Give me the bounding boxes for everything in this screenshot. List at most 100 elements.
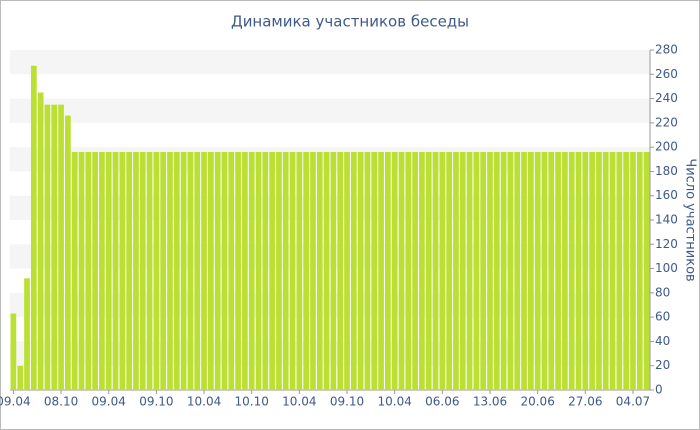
bar xyxy=(487,152,493,390)
bar xyxy=(187,152,194,390)
x-tick-label: 20.06 xyxy=(520,395,554,409)
bar xyxy=(235,152,241,390)
bar xyxy=(153,152,160,390)
bar xyxy=(330,152,337,390)
y-tick-label: 240 xyxy=(655,91,678,105)
bar xyxy=(269,152,275,390)
y-tick-label: 140 xyxy=(655,213,678,227)
bar xyxy=(133,152,139,390)
bar xyxy=(323,152,330,390)
bar xyxy=(173,152,180,390)
bar xyxy=(378,152,384,390)
grid-band xyxy=(10,98,650,123)
y-tick-label: 260 xyxy=(655,67,678,81)
y-tick-label: 180 xyxy=(655,164,678,178)
y-tick-label: 280 xyxy=(655,43,678,57)
x-tick-label: 10.04 xyxy=(378,395,412,409)
chart-title: Динамика участников беседы xyxy=(231,13,469,31)
bar xyxy=(514,152,521,390)
bar xyxy=(562,152,568,390)
x-tick-label: 10.04 xyxy=(187,395,221,409)
bar xyxy=(534,152,541,390)
bar xyxy=(473,152,480,390)
bar xyxy=(582,152,589,390)
bar xyxy=(555,152,561,390)
x-tick-label: 08.10 xyxy=(44,395,78,409)
x-tick-label: 10.10 xyxy=(235,395,269,409)
x-tick-label: 09.04 xyxy=(0,395,31,409)
bar xyxy=(316,152,323,390)
bar xyxy=(568,152,575,390)
bar xyxy=(609,152,616,390)
bar xyxy=(548,152,555,390)
bar xyxy=(425,152,432,390)
bar xyxy=(85,152,92,390)
y-tick-label: 220 xyxy=(655,115,678,129)
bar xyxy=(51,104,58,391)
bar xyxy=(160,152,167,390)
bar xyxy=(194,152,201,390)
x-tick-label: 10.04 xyxy=(282,395,316,409)
bar xyxy=(242,152,248,390)
bar xyxy=(350,152,357,390)
bar xyxy=(255,152,262,390)
y-tick-label: 80 xyxy=(655,285,670,299)
bar xyxy=(364,152,371,390)
bar xyxy=(602,152,609,390)
bar xyxy=(616,152,623,390)
bar xyxy=(167,152,173,390)
bar xyxy=(78,152,85,390)
bar xyxy=(630,152,636,390)
y-tick-label: 120 xyxy=(655,237,678,251)
bar xyxy=(126,152,133,390)
bar xyxy=(282,152,289,390)
x-tick-label: 09.10 xyxy=(330,395,364,409)
bar xyxy=(262,152,269,390)
bar xyxy=(398,152,405,390)
bar xyxy=(575,152,582,390)
bar xyxy=(527,152,534,390)
bar xyxy=(119,152,126,390)
x-tick-label: 04.07 xyxy=(616,395,650,409)
bar xyxy=(289,152,296,390)
bar xyxy=(480,152,487,390)
bar xyxy=(65,115,71,391)
bar xyxy=(58,104,64,391)
bar xyxy=(10,313,17,390)
bar xyxy=(221,152,228,390)
x-tick-label: 09.04 xyxy=(92,395,126,409)
bar xyxy=(92,152,98,390)
bar xyxy=(521,152,527,390)
y-tick-label: 200 xyxy=(655,140,678,154)
bar xyxy=(30,65,37,391)
bar xyxy=(459,152,466,390)
bar xyxy=(139,152,146,390)
y-tick-label: 100 xyxy=(655,261,678,275)
bar xyxy=(214,152,221,390)
bar xyxy=(201,152,207,390)
bar xyxy=(419,152,425,390)
bar xyxy=(296,152,303,390)
bar xyxy=(446,152,453,390)
bar xyxy=(310,152,316,390)
bar xyxy=(371,152,378,390)
bar xyxy=(71,152,78,390)
bar xyxy=(391,152,398,390)
bar xyxy=(405,152,412,390)
bar xyxy=(337,152,344,390)
bar xyxy=(493,152,500,390)
bar xyxy=(105,152,112,390)
bar xyxy=(596,152,602,390)
bar xyxy=(37,92,44,390)
grid-band xyxy=(10,50,650,75)
bar xyxy=(112,152,119,390)
x-tick-label: 13.06 xyxy=(473,395,507,409)
bar xyxy=(180,152,187,390)
bar xyxy=(17,365,24,390)
bar xyxy=(623,152,630,390)
bar xyxy=(344,152,350,390)
bar xyxy=(500,152,507,390)
y-tick-label: 60 xyxy=(655,310,670,324)
